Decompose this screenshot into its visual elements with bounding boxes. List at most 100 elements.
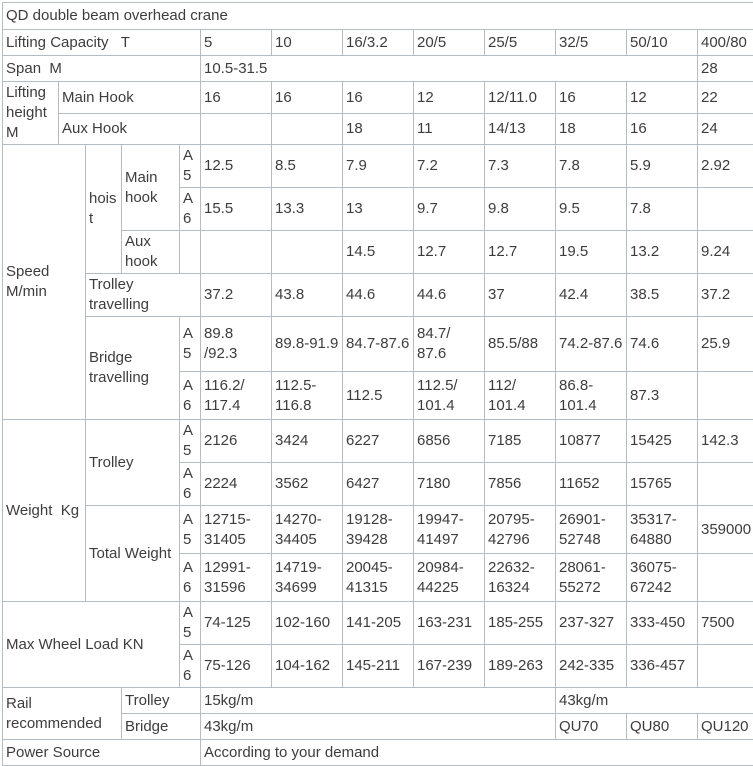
table-cell: 104-162 [272, 645, 343, 688]
table-cell [698, 372, 753, 420]
table-cell: 7856 [485, 463, 556, 506]
table-cell: QU80 [627, 714, 698, 740]
table-cell [698, 188, 753, 231]
table-cell: 74.2-87.6 [556, 317, 627, 372]
table-cell: 2224 [201, 463, 272, 506]
table-cell: 35317- 64880 [627, 506, 698, 554]
table-cell: 19947- 41497 [414, 506, 485, 554]
table-cell: 42.4 [556, 274, 627, 317]
table-cell [272, 114, 343, 145]
table-cell: 185-255 [485, 602, 556, 645]
table-cell: 20795- 42796 [485, 506, 556, 554]
table-cell: 9.7 [414, 188, 485, 231]
table-cell: 14.5 [343, 231, 414, 274]
table-cell: 116.2/ 117.4 [201, 372, 272, 420]
row-label-aux-hook: Aux Hook [59, 114, 201, 145]
grade-cell: A6 [180, 463, 201, 506]
table-cell: 18 [556, 114, 627, 145]
table-cell: 12991- 31596 [201, 554, 272, 602]
table-cell: 20/5 [414, 30, 485, 56]
row-label-bridge-travelling: Bridge travelling [86, 317, 180, 420]
row-label-speed-main-hook: Main hook [122, 145, 180, 231]
row-rail-trolley: Rail recommended Trolley 15kg/m 43kg/m [3, 688, 753, 714]
table-cell: 9.8 [485, 188, 556, 231]
table-cell: 6427 [343, 463, 414, 506]
table-cell: 15.5 [201, 188, 272, 231]
table-cell: 142.3 [698, 420, 753, 463]
row-max-wheel-a5: Max Wheel Load KN A5 74-125 102-160 141-… [3, 602, 753, 645]
table-cell: 37 [485, 274, 556, 317]
table-cell: QU120 [698, 714, 753, 740]
empty-cell [180, 231, 201, 274]
table-cell: 14719- 34699 [272, 554, 343, 602]
table-cell: 74.6 [627, 317, 698, 372]
table-cell: 112.5 [343, 372, 414, 420]
table-cell: 43.8 [272, 274, 343, 317]
table-cell: 167-239 [414, 645, 485, 688]
grade-cell: A5 [180, 145, 201, 188]
row-speed-bridge-a5: Bridge travelling A5 89.8 /92.3 89.8-91.… [3, 317, 753, 372]
table-cell: 7.8 [627, 188, 698, 231]
table-cell: 74-125 [201, 602, 272, 645]
table-cell: 12.7 [414, 231, 485, 274]
table-cell: 84.7-87.6 [343, 317, 414, 372]
grade-cell: A6 [180, 554, 201, 602]
table-cell: 44.6 [414, 274, 485, 317]
table-cell: 141-205 [343, 602, 414, 645]
table-cell: 37.2 [201, 274, 272, 317]
table-cell: 112.5- 116.8 [272, 372, 343, 420]
table-cell: 44.6 [343, 274, 414, 317]
table-cell: 14/13 [485, 114, 556, 145]
table-cell: 86.8- 101.4 [556, 372, 627, 420]
table-cell: 50/10 [627, 30, 698, 56]
table-cell: 87.3 [627, 372, 698, 420]
row-label-total-weight: Total Weight [86, 506, 180, 602]
table-cell: 16 [343, 82, 414, 114]
table-cell: 22 [698, 82, 753, 114]
table-cell: 333-450 [627, 602, 698, 645]
table-cell: 7.8 [556, 145, 627, 188]
table-cell [698, 645, 753, 688]
table-cell: 10 [272, 30, 343, 56]
table-cell: 12.7 [485, 231, 556, 274]
table-cell: 9.5 [556, 188, 627, 231]
table-cell: 25/5 [485, 30, 556, 56]
table-cell: 20045- 41315 [343, 554, 414, 602]
row-weight-total-a5: Total Weight A5 12715- 31405 14270- 3440… [3, 506, 753, 554]
table-cell: 242-335 [556, 645, 627, 688]
table-cell: 112.5/ 101.4 [414, 372, 485, 420]
table-cell: 15kg/m [201, 688, 556, 714]
table-cell: 11652 [556, 463, 627, 506]
table-cell: 12715- 31405 [201, 506, 272, 554]
table-cell: 13.2 [627, 231, 698, 274]
table-cell: 19.5 [556, 231, 627, 274]
grade-cell: A6 [180, 645, 201, 688]
row-label-lifting-height: Lifting height M [3, 82, 59, 145]
table-cell: 189-263 [485, 645, 556, 688]
table-cell: 7.3 [485, 145, 556, 188]
table-cell: 6856 [414, 420, 485, 463]
table-cell: 112/ 101.4 [485, 372, 556, 420]
table-cell: 15765 [627, 463, 698, 506]
table-cell: 28 [698, 56, 753, 82]
table-cell: 16 [556, 82, 627, 114]
table-cell: 12 [627, 82, 698, 114]
row-speed-main-a5: Speed M/min hoist Main hook A5 12.5 8.5 … [3, 145, 753, 188]
table-cell: 7180 [414, 463, 485, 506]
table-cell: 163-231 [414, 602, 485, 645]
row-lifting-capacity: Lifting Capacity T 5 10 16/3.2 20/5 25/5… [3, 30, 753, 56]
table-cell: 26901- 52748 [556, 506, 627, 554]
table-cell: 18 [343, 114, 414, 145]
table-cell: 25.9 [698, 317, 753, 372]
row-label-speed: Speed M/min [3, 145, 86, 420]
table-cell: 16 [627, 114, 698, 145]
table-cell: 13 [343, 188, 414, 231]
table-cell: 7500 [698, 602, 753, 645]
table-cell: 10877 [556, 420, 627, 463]
table-cell: 12/11.0 [485, 82, 556, 114]
table-cell: 7.9 [343, 145, 414, 188]
page: QD double beam overhead crane Lifting Ca… [0, 0, 753, 650]
row-label-weight: Weight Kg [3, 420, 86, 602]
table-cell: 16 [201, 82, 272, 114]
